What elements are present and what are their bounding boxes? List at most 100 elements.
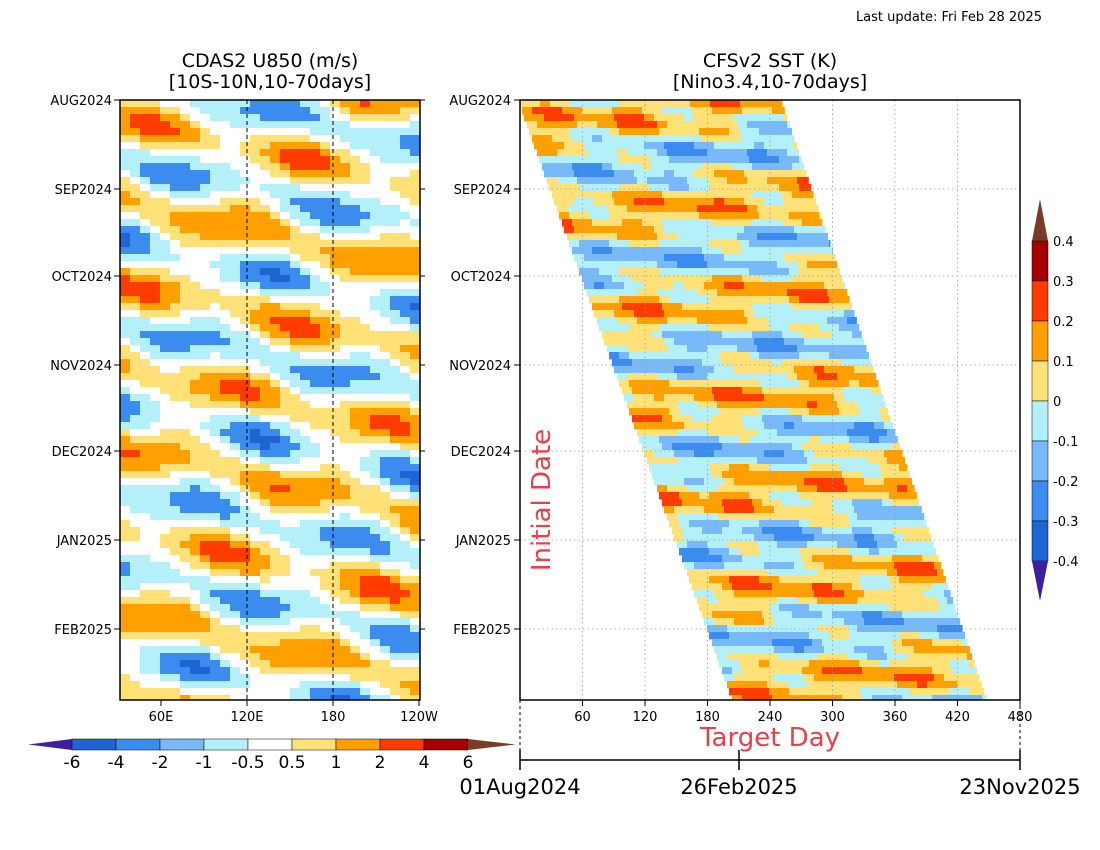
u850-cell [120,345,131,353]
u850-cell [340,611,351,619]
sst-cell [592,107,603,115]
sst-cell [737,205,748,213]
sst-cell [902,471,910,479]
sst-cell [762,555,773,563]
u850-cell [280,625,291,633]
sst-cell [882,611,893,619]
sst-cell [767,569,778,577]
u850-cell [140,569,151,577]
sst-cell [732,247,743,255]
sst-cell [737,149,748,157]
sst-cell [804,618,815,626]
sst-cell [787,429,798,437]
u850-cell [250,695,261,700]
u850-cell [250,464,261,472]
sst-cell [694,226,705,234]
u850-cell [320,219,331,227]
u850-cell [330,296,341,304]
sst-cell [749,632,760,640]
u850-cell [180,170,191,178]
sst-cell [767,289,778,297]
u850-cell [230,219,241,227]
u850-cell [220,457,231,465]
sst-cell [857,681,868,689]
sst-cell [707,205,718,213]
sst-cell [590,100,601,108]
sst-cell [809,632,820,640]
sst-cell [772,107,783,115]
u850-cell [390,191,401,199]
sst-cell [612,163,623,171]
sst-cell [887,457,898,465]
sst-cell [544,114,555,122]
sst-cell [707,429,718,437]
u850-cell [330,415,341,423]
u850-cell [280,576,291,584]
sst-cell [609,212,620,220]
sst-cell [957,681,968,689]
u850-cell [370,478,381,486]
u850-cell [300,219,311,227]
u850-cell [140,240,151,248]
u850-cell [380,695,391,700]
u850-cell [400,555,411,563]
u850-cell [190,212,201,220]
u850-cell [240,653,251,661]
u850-cell [390,534,401,542]
u850-cell [340,296,351,304]
u850-cell [140,660,151,668]
u850-cell [230,289,241,297]
u850-cell [150,135,161,143]
u850-cell [140,156,151,164]
u850-cell [230,317,241,325]
sst-cell [864,394,875,402]
sst-cell [712,163,723,171]
u850-cell [370,142,381,150]
u850-cell [250,611,261,619]
u850-cell [160,457,171,465]
u850-cell [400,660,411,668]
sst-cell [764,534,775,542]
sst-cell [799,436,810,444]
u850-cell [390,646,401,654]
sst-cell [794,646,805,654]
sst-cell [764,142,775,150]
u850-cell [300,149,311,157]
u850-cell [410,268,420,276]
sst-cell [804,674,815,682]
u850-cell [120,604,131,612]
sst-cell [917,653,928,661]
u850-cell [270,198,281,206]
u850-cell [160,233,171,241]
sst-cell [804,506,815,514]
u850-cell [170,198,181,206]
u850-cell [270,646,281,654]
sst-cell [547,177,558,185]
u850-cell [250,681,261,689]
sst-cell [644,422,655,430]
u850-cell [390,289,401,297]
u850-cell [410,436,420,444]
u850-cell [170,177,181,185]
sst-cell [774,562,785,570]
sst-cell [564,170,575,178]
sst-cell [887,429,896,437]
u850-cell [360,513,371,521]
u850-cell [160,597,171,605]
sst-cell [839,324,850,332]
u850-cell [180,569,191,577]
sst-cell [872,415,883,423]
u850-cell [150,303,161,311]
u850-cell [260,184,271,192]
u850-cell [290,478,301,486]
sst-cell [897,457,905,465]
u850-cell [280,121,291,129]
u850-cell [340,555,351,563]
u850-cell [280,317,291,325]
u850-cell [130,387,141,395]
u850-cell [310,226,321,234]
u850-cell [300,478,311,486]
u850-cell [310,681,321,689]
sst-cell [772,499,783,507]
u850-cell [230,128,241,136]
